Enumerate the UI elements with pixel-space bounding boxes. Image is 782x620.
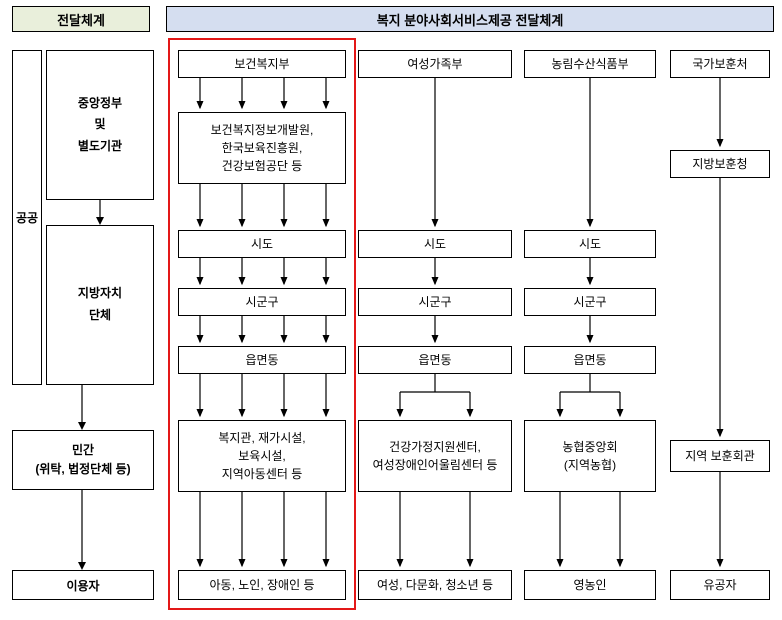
col1-users: 아동, 노인, 장애인 등 — [178, 570, 346, 600]
col4-sub: 지방보훈청 — [670, 150, 770, 178]
col2-eupmyeon: 읍면동 — [358, 346, 512, 374]
col3-users: 영농인 — [524, 570, 656, 600]
col1-sigungu: 시군구 — [178, 288, 346, 316]
side-central: 중앙정부 및 별도기관 — [46, 50, 154, 200]
left-header: 전달체계 — [12, 6, 150, 32]
col2-sigungu: 시군구 — [358, 288, 512, 316]
col3-ministry: 농림수산식품부 — [524, 50, 656, 78]
col3-sigungu: 시군구 — [524, 288, 656, 316]
col1-eupmyeon: 읍면동 — [178, 346, 346, 374]
side-private: 민간 (위탁, 법정단체 등) — [12, 430, 154, 490]
col2-private: 건강가정지원센터, 여성장애인어울림센터 등 — [358, 420, 512, 492]
col3-eupmyeon: 읍면동 — [524, 346, 656, 374]
side-central-l1: 중앙정부 — [78, 93, 122, 115]
col4-users: 유공자 — [670, 570, 770, 600]
side-local-l1: 지방자치 — [78, 283, 122, 305]
right-header: 복지 분야사회서비스제공 전달체계 — [166, 6, 774, 32]
side-local: 지방자치 단체 — [46, 225, 154, 385]
col4-ministry: 국가보훈처 — [670, 50, 770, 78]
col2-ministry: 여성가족부 — [358, 50, 512, 78]
side-private-l2: (위탁, 법정단체 등) — [35, 460, 130, 479]
col2-users: 여성, 다문화, 청소년 등 — [358, 570, 512, 600]
col1-sido: 시도 — [178, 230, 346, 258]
col1-ministry: 보건복지부 — [178, 50, 346, 78]
side-central-l2: 및 — [94, 114, 105, 136]
side-local-l2: 단체 — [89, 305, 111, 327]
col3-private: 농협중앙회 (지역농협) — [524, 420, 656, 492]
col3-sido: 시도 — [524, 230, 656, 258]
col4-private: 지역 보훈회관 — [670, 440, 770, 472]
side-central-l3: 별도기관 — [78, 136, 122, 158]
col1-central: 보건복지정보개발원, 한국보육진흥원, 건강보험공단 등 — [178, 112, 346, 184]
col2-sido: 시도 — [358, 230, 512, 258]
side-public: 공공 — [12, 50, 42, 385]
col1-private: 복지관, 재가시설, 보육시설, 지역아동센터 등 — [178, 420, 346, 492]
side-user: 이용자 — [12, 570, 154, 600]
side-private-l1: 민간 — [72, 441, 94, 460]
